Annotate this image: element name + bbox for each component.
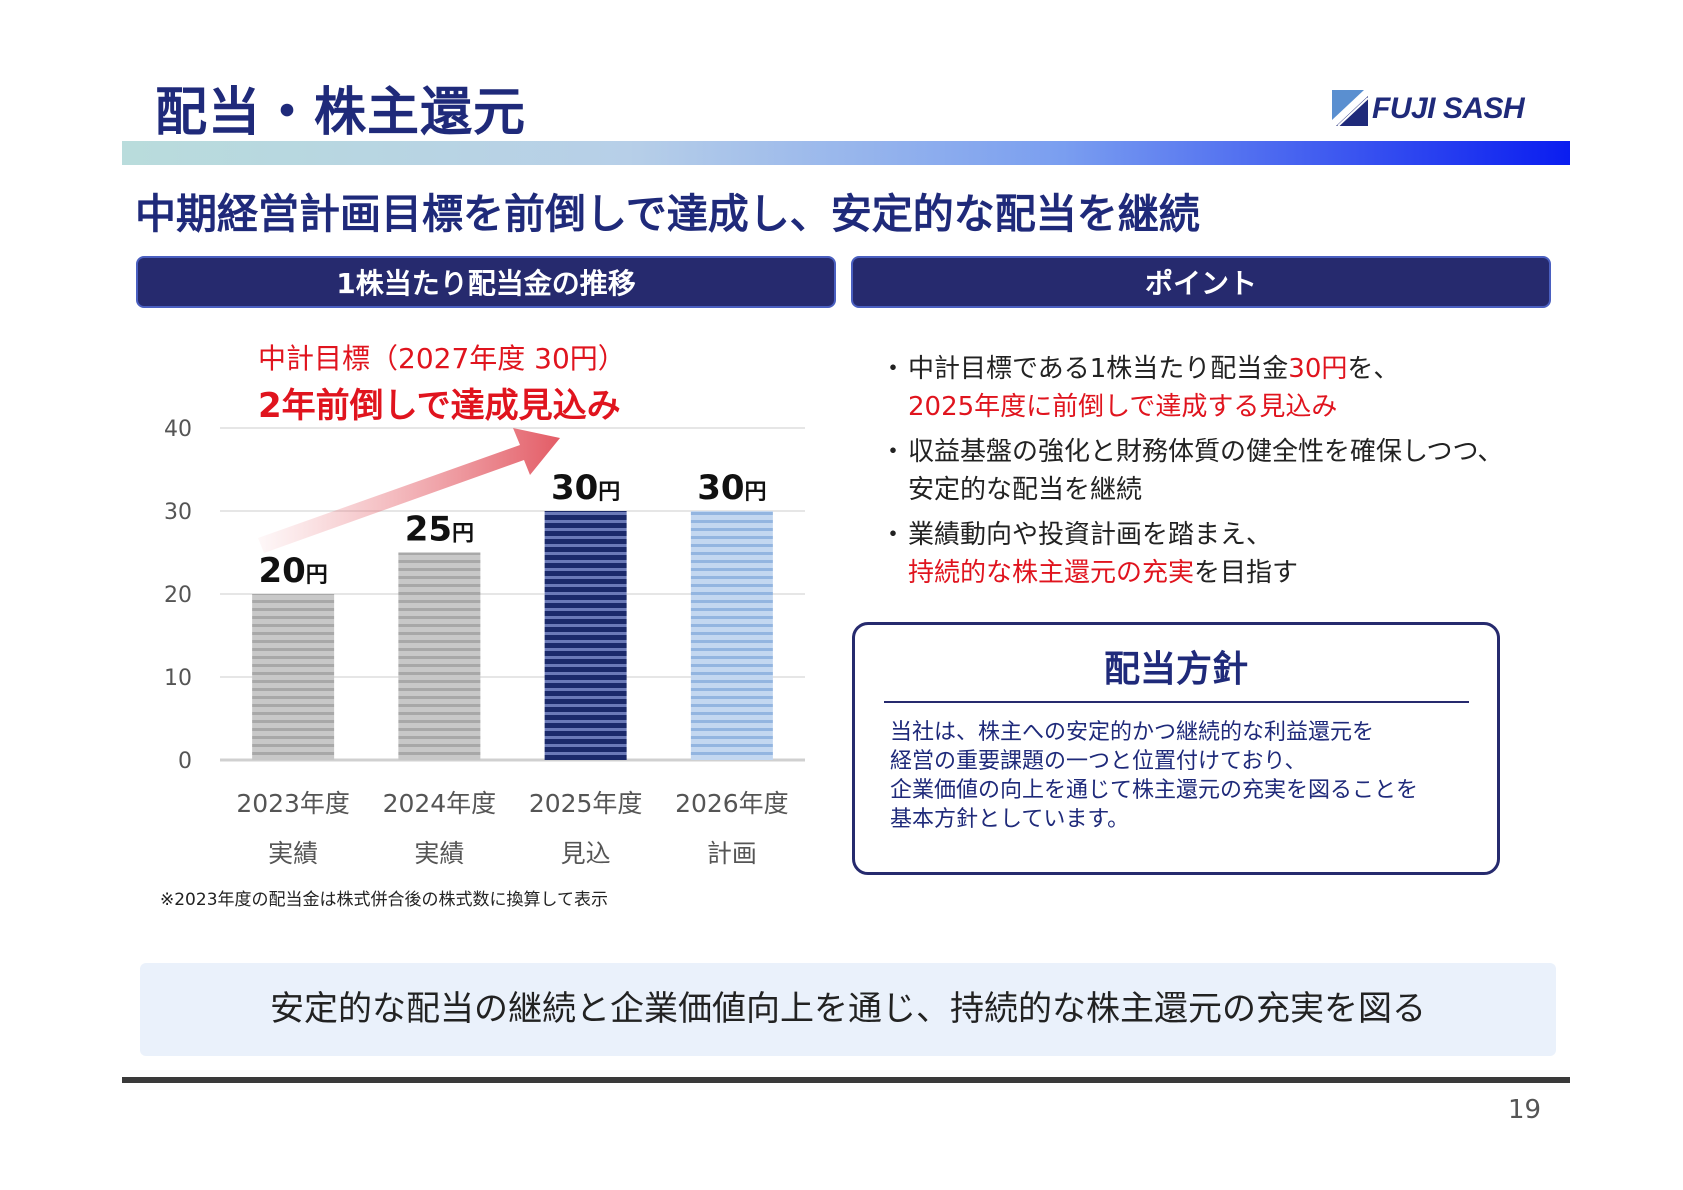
y-tick-label: 10 — [164, 666, 192, 691]
x-tick-label: 2026年度 — [675, 789, 789, 818]
x-tick-sublabel: 実績 — [268, 839, 318, 868]
policy-line: 基本方針としています。 — [890, 807, 1130, 832]
data-label: 20円 — [258, 551, 327, 591]
y-tick-label: 0 — [178, 749, 192, 774]
bullet-dot: ・ — [880, 520, 907, 550]
y-tick-label: 40 — [164, 417, 192, 442]
trend-arrow — [258, 428, 560, 553]
x-tick-label: 2023年度 — [236, 789, 350, 818]
data-label: 30円 — [697, 468, 766, 508]
point-text: を目指す — [1194, 558, 1299, 588]
bar-2024年度 — [398, 552, 481, 760]
point-highlight: 持続的な株主還元の充実 — [908, 558, 1195, 588]
y-tick-label: 20 — [164, 583, 192, 608]
point-text: 業績動向や投資計画を踏まえ、 — [908, 520, 1273, 550]
fuji-sash-logo — [1330, 86, 1370, 128]
target-headline: 2年前倒しで達成見込み — [258, 386, 621, 426]
x-tick-sublabel: 実績 — [414, 839, 464, 868]
policy-line: 当社は、株主への安定的かつ継続的な利益還元を — [890, 720, 1375, 745]
points-list: ・ 中計目標である1株当たり配当金30円を、 2025年度に前倒しで達成する見込… — [880, 350, 1570, 599]
policy-text: 当社は、株主への安定的かつ継続的な利益還元を 経営の重要課題の一つと位置付けてお… — [890, 718, 1490, 834]
footnote: ※2023年度の配当金は株式併合後の株式数に換算して表示 — [160, 890, 608, 910]
data-label: 25円 — [405, 510, 474, 550]
bar-2023年度 — [252, 594, 335, 760]
y-tick-label: 30 — [164, 500, 192, 525]
x-tick-label: 2025年度 — [529, 789, 643, 818]
point-text: 中計目標である1株当たり配当金 — [908, 354, 1289, 384]
bar-2026年度 — [690, 511, 773, 760]
point-text: を、 — [1347, 354, 1400, 384]
logo-text: FUJI SASH — [1372, 92, 1525, 125]
target-caption: 中計目標（2027年度 30円） — [258, 342, 626, 375]
dividend-bar-chart: 01020304020円2023年度実績25円2024年度実績30円2025年度… — [164, 417, 805, 868]
point-highlight: 2025年度に前倒しで達成する見込み — [908, 392, 1338, 422]
bar-2025年度 — [544, 511, 627, 760]
gradient-bar — [122, 141, 1570, 165]
page-title: 配当・株主還元 — [155, 83, 527, 143]
data-label: 30円 — [551, 468, 620, 508]
point-text: 安定的な配当を継続 — [908, 475, 1143, 505]
x-tick-sublabel: 計画 — [707, 839, 757, 868]
policy-divider — [884, 701, 1469, 703]
point-item: ・ 収益基盤の強化と財務体質の健全性を確保しつつ、 安定的な配当を継続 — [880, 433, 1570, 509]
policy-line: 経営の重要課題の一つと位置付けており、 — [890, 749, 1307, 774]
section-header-points: ポイント — [851, 256, 1551, 308]
footer-rule — [122, 1077, 1570, 1083]
summary-banner: 安定的な配当の継続と企業価値向上を通じ、持続的な株主還元の充実を図る — [140, 963, 1556, 1056]
subtitle: 中期経営計画目標を前倒しで達成し、安定的な配当を継続 — [135, 190, 1200, 238]
bullet-dot: ・ — [880, 354, 907, 384]
policy-title: 配当方針 — [1103, 649, 1248, 690]
policy-line: 企業価値の向上を通じて株主還元の充実を図ることを — [890, 778, 1419, 803]
dividend-policy-box — [852, 622, 1500, 875]
section-header-dividend-trend: 1株当たり配当金の推移 — [136, 256, 836, 308]
x-tick-sublabel: 見込 — [561, 839, 611, 868]
page-number: 19 — [1508, 1095, 1542, 1125]
x-tick-label: 2024年度 — [383, 789, 497, 818]
point-text: 収益基盤の強化と財務体質の健全性を確保しつつ、 — [908, 437, 1504, 467]
point-item: ・ 業績動向や投資計画を踏まえ、 持続的な株主還元の充実を目指す — [880, 516, 1570, 592]
point-item: ・ 中計目標である1株当たり配当金30円を、 2025年度に前倒しで達成する見込… — [880, 350, 1570, 426]
bullet-dot: ・ — [880, 437, 907, 467]
point-highlight: 30円 — [1288, 354, 1348, 384]
